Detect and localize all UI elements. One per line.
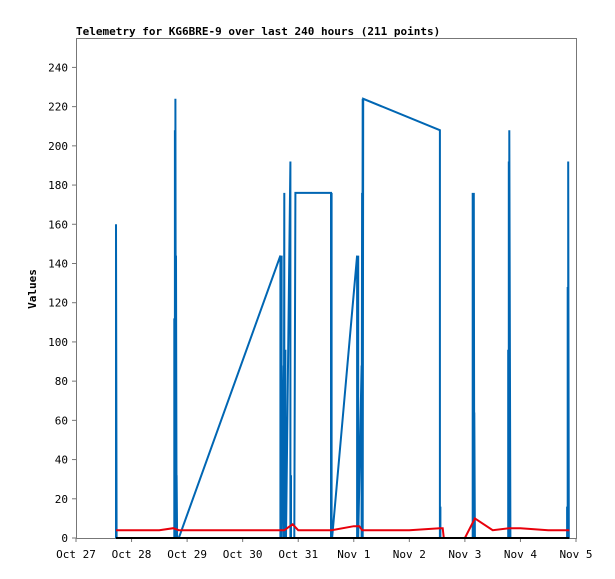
x-tick-label: Oct 29: [167, 548, 207, 561]
y-tick-label: 40: [55, 454, 68, 467]
y-tick-label: 160: [48, 218, 68, 231]
y-tick-label: 220: [48, 101, 68, 114]
x-tick-label: Nov 3: [448, 548, 481, 561]
x-axis-ticks: Oct 27 Oct 28 Oct 29 Oct 30 Oct 31 Nov 1 Nov 2…: [56, 538, 593, 561]
series-layer: [115, 97, 570, 539]
y-axis-label: Values: [26, 269, 39, 309]
x-tick-label: Nov 2: [393, 548, 426, 561]
y-tick-label: 200: [48, 140, 68, 153]
series-line-1: [116, 516, 570, 539]
x-tick-label: Nov 5: [559, 548, 592, 561]
y-tick-label: 60: [55, 414, 68, 427]
y-tick-label: 180: [48, 179, 68, 192]
x-tick-label: Nov 1: [337, 548, 370, 561]
chart-title: Telemetry for KG6BRE-9 over last 240 hou…: [76, 25, 440, 38]
x-tick-label: Nov 4: [504, 548, 537, 561]
x-tick-label: Oct 28: [112, 548, 152, 561]
series-line-0: [115, 97, 570, 539]
x-tick-label: Oct 31: [278, 548, 318, 561]
y-tick-label: 120: [48, 297, 68, 310]
y-axis-ticks: 0 20 40 60 80 100 120 140 160 180 200 220 240: [48, 61, 76, 545]
plot-frame: [76, 38, 577, 539]
y-tick-label: 20: [55, 493, 68, 506]
y-tick-label: 100: [48, 336, 68, 349]
y-tick-label: 80: [55, 375, 68, 388]
y-tick-label: 140: [48, 257, 68, 270]
x-tick-label: Oct 30: [223, 548, 263, 561]
y-tick-label: 240: [48, 61, 68, 74]
y-tick-label: 0: [61, 532, 68, 545]
x-tick-label: Oct 27: [56, 548, 96, 561]
